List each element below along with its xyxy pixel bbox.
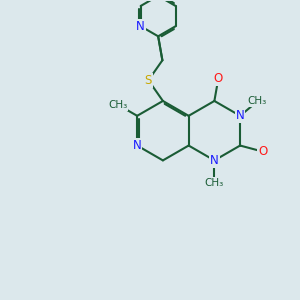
Text: N: N	[136, 20, 145, 33]
Text: N: N	[210, 154, 219, 167]
Text: CH₃: CH₃	[205, 178, 224, 188]
Text: CH₃: CH₃	[108, 100, 128, 110]
Text: S: S	[145, 74, 152, 87]
Text: CH₃: CH₃	[248, 97, 267, 106]
Text: N: N	[236, 109, 244, 122]
Text: O: O	[214, 72, 223, 85]
Text: O: O	[258, 145, 267, 158]
Text: N: N	[133, 139, 142, 152]
